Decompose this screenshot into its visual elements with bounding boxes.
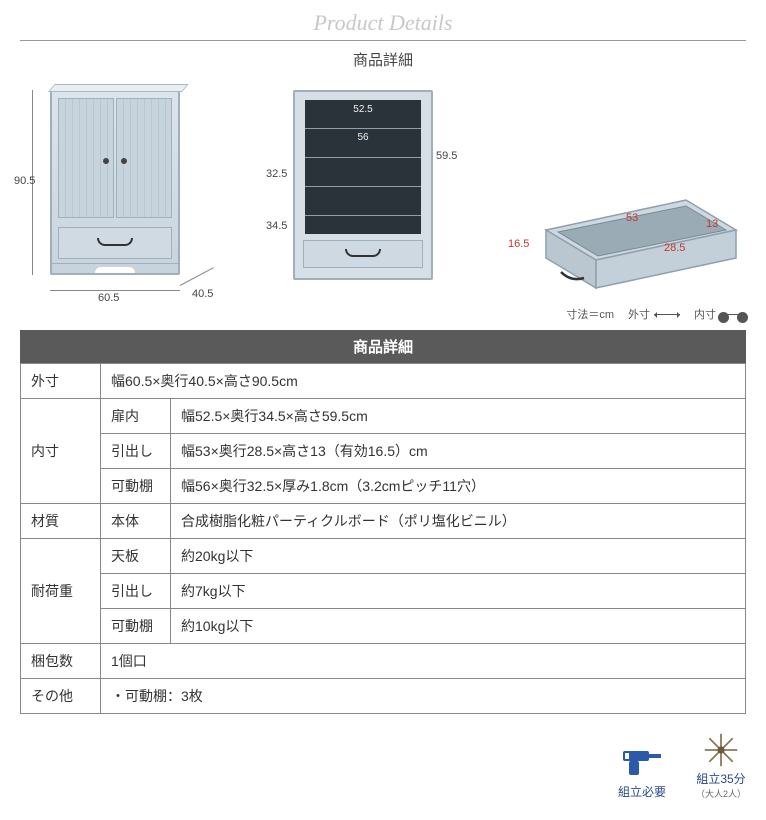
table-row: 材質本体合成樹脂化粧パーティクルボード（ポリ塩化ビニル） (21, 504, 746, 539)
footer-icons: 組立必要 組立35分 （大人2人） (20, 732, 746, 800)
row-value: 1個口 (101, 644, 746, 679)
diagram-row: 90.5 60.5 40.5 52.5 56 59.5 (20, 80, 746, 300)
assembly-time-label: 組立35分 (696, 770, 746, 787)
row-value: 約20kg以下 (171, 539, 746, 574)
row-value: 幅52.5×奥行34.5×高さ59.5cm (171, 399, 746, 434)
legend-inner: 内寸 (694, 306, 716, 322)
row-value: 合成樹脂化粧パーティクルボード（ポリ塩化ビニル） (171, 504, 746, 539)
table-header: 商品詳細 (20, 330, 746, 363)
row-label: 外寸 (21, 364, 101, 399)
dim-drawer-depth: 28.5 (664, 242, 685, 254)
row-value: 約10kg以下 (171, 609, 746, 644)
row-label: 内寸 (21, 399, 101, 504)
row-sublabel: 可動棚 (101, 469, 171, 504)
dim-shelf-depth: 32.5 (266, 168, 287, 180)
assembly-required-icon: 組立必要 (618, 745, 666, 800)
diagram-cabinet-front: 90.5 60.5 40.5 (20, 90, 220, 300)
assembly-time-icon: 組立35分 （大人2人） (696, 732, 746, 800)
row-sublabel: 本体 (101, 504, 171, 539)
divider (20, 40, 746, 41)
table-row: 引出し約7kg以下 (21, 574, 746, 609)
table-row: 耐荷重天板約20kg以下 (21, 539, 746, 574)
diagram-drawer: 16.5 53 28.5 13 (506, 160, 746, 300)
row-label: 材質 (21, 504, 101, 539)
row-sublabel: 引出し (101, 434, 171, 469)
table-row: 可動棚幅56×奥行32.5×厚み1.8cm（3.2cmピッチ11穴） (21, 469, 746, 504)
drawer-svg (506, 160, 746, 300)
row-value: 幅56×奥行32.5×厚み1.8cm（3.2cmピッチ11穴） (171, 469, 746, 504)
table-row: その他・可動棚：3枚 (21, 679, 746, 714)
legend-unit: 寸法＝cm (566, 306, 614, 322)
dim-drawer-outer-h: 16.5 (508, 238, 529, 250)
dim-drawer-inner-h: 13 (706, 218, 718, 230)
assembly-required-label: 組立必要 (618, 783, 666, 800)
row-value: 幅60.5×奥行40.5×高さ90.5cm (101, 364, 746, 399)
legend: 寸法＝cm 外寸 内寸 (20, 306, 746, 322)
table-row: 引出し幅53×奥行28.5×高さ13（有効16.5）cm (21, 434, 746, 469)
table-row: 外寸幅60.5×奥行40.5×高さ90.5cm (21, 364, 746, 399)
subtitle: 商品詳細 (20, 49, 746, 70)
header-script-title: Product Details (20, 10, 746, 36)
row-sublabel: 可動棚 (101, 609, 171, 644)
row-value: 約7kg以下 (171, 574, 746, 609)
legend-outer: 外寸 (628, 306, 650, 322)
assembly-people-label: （大人2人） (696, 787, 746, 800)
table-row: 梱包数1個口 (21, 644, 746, 679)
diagram-cabinet-open: 52.5 56 59.5 32.5 34.5 (278, 90, 448, 300)
row-value: ・可動棚：3枚 (101, 679, 746, 714)
table-row: 内寸扉内幅52.5×奥行34.5×高さ59.5cm (21, 399, 746, 434)
row-label: 梱包数 (21, 644, 101, 679)
dim-height: 90.5 (14, 175, 35, 187)
row-value: 幅53×奥行28.5×高さ13（有効16.5）cm (171, 434, 746, 469)
dim-depth: 40.5 (192, 288, 213, 300)
row-sublabel: 引出し (101, 574, 171, 609)
spec-table: 外寸幅60.5×奥行40.5×高さ90.5cm内寸扉内幅52.5×奥行34.5×… (20, 363, 746, 714)
row-label: 耐荷重 (21, 539, 101, 644)
dim-top-width: 52.5 (353, 104, 372, 115)
dim-width: 60.5 (98, 292, 119, 304)
row-sublabel: 天板 (101, 539, 171, 574)
dim-drawer-width: 53 (626, 212, 638, 224)
dim-inner-depth: 34.5 (266, 220, 287, 232)
row-label: その他 (21, 679, 101, 714)
row-sublabel: 扉内 (101, 399, 171, 434)
dim-inner-height: 59.5 (436, 150, 457, 162)
dim-shelf-width: 56 (357, 132, 368, 143)
table-row: 可動棚約10kg以下 (21, 609, 746, 644)
